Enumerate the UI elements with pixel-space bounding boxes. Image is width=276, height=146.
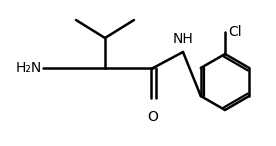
Text: Cl: Cl bbox=[228, 25, 242, 39]
Text: H₂N: H₂N bbox=[16, 61, 42, 75]
Text: O: O bbox=[148, 110, 158, 124]
Text: NH: NH bbox=[172, 32, 193, 46]
